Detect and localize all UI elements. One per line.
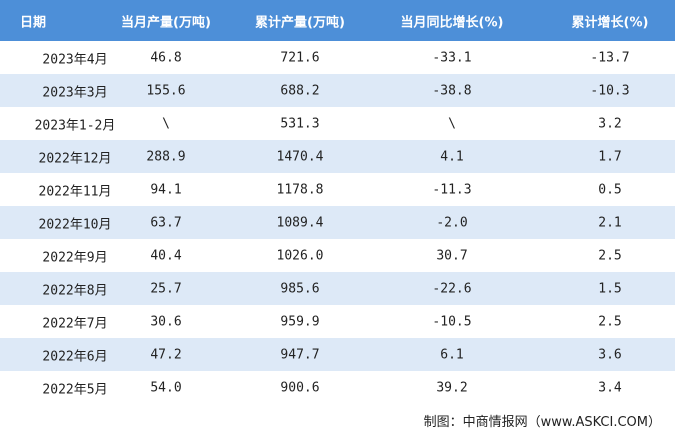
value-cell: 94.1 (150, 182, 182, 197)
table-row: 2022年9月 40.4 1026.0 30.7 2.5 (0, 239, 675, 272)
value-cell: 40.4 (150, 248, 182, 263)
value-cell: -10.5 (432, 314, 472, 329)
table-row: 2022年6月 47.2 947.7 6.1 3.6 (0, 338, 675, 371)
value-cell: 1089.4 (276, 215, 324, 230)
value-cell: 47.2 (150, 347, 182, 362)
value-cell: 2.5 (598, 314, 622, 329)
header-cell: 日期 (20, 15, 47, 30)
value-cell: -2.0 (436, 215, 468, 230)
value-cell: -13.7 (590, 50, 630, 65)
date-cell: 2023年4月 (42, 52, 108, 67)
value-cell: 30.6 (150, 314, 182, 329)
header-cell: 当月产量(万吨) (121, 15, 211, 30)
value-cell: 1.7 (598, 149, 622, 164)
table-row: 2023年1-2月 \ 531.3 \ 3.2 (0, 107, 675, 140)
value-cell: 54.0 (150, 380, 182, 395)
value-cell: 0.5 (598, 182, 622, 197)
value-cell: 688.2 (280, 83, 320, 98)
value-cell: 900.6 (280, 380, 320, 395)
table-row: 2022年12月 288.9 1470.4 4.1 1.7 (0, 140, 675, 173)
value-cell: 3.6 (598, 347, 622, 362)
value-cell: 155.6 (146, 83, 186, 98)
header-cell: 当月同比增长(%) (400, 15, 504, 30)
table-row: 2022年11月 94.1 1178.8 -11.3 0.5 (0, 173, 675, 206)
table-row: 2022年5月 54.0 900.6 39.2 3.4 (0, 371, 675, 404)
footer: 制图：中商情报网（www.ASKCI.COM） (423, 415, 661, 430)
value-cell: 2.5 (598, 248, 622, 263)
value-cell: 985.6 (280, 281, 320, 296)
date-cell: 2022年6月 (42, 349, 108, 364)
value-cell: -11.3 (432, 182, 472, 197)
value-cell: 6.1 (440, 347, 464, 362)
value-cell: 63.7 (150, 215, 182, 230)
value-cell: 3.4 (598, 380, 622, 395)
value-cell: \ (448, 116, 456, 131)
date-cell: 2022年8月 (42, 283, 108, 298)
table-row: 2022年7月 30.6 959.9 -10.5 2.5 (0, 305, 675, 338)
value-cell: 4.1 (440, 149, 464, 164)
value-cell: 3.2 (598, 116, 622, 131)
value-cell: -10.3 (590, 83, 630, 98)
value-cell: 30.7 (436, 248, 468, 263)
value-cell: 947.7 (280, 347, 320, 362)
value-cell: 2.1 (598, 215, 622, 230)
header-row: 日期 当月产量(万吨) 累计产量(万吨) 当月同比增长(%) 累计增长(%) (0, 0, 675, 41)
value-cell: -33.1 (432, 50, 472, 65)
value-cell: 959.9 (280, 314, 320, 329)
header-cell: 累计增长(%) (571, 15, 649, 30)
date-cell: 2023年1-2月 (34, 118, 116, 133)
value-cell: 1.5 (598, 281, 622, 296)
date-cell: 2022年12月 (38, 151, 112, 166)
value-cell: 288.9 (146, 149, 186, 164)
date-cell: 2022年9月 (42, 250, 108, 265)
table-row: 2023年3月 155.6 688.2 -38.8 -10.3 (0, 74, 675, 107)
date-cell: 2023年3月 (42, 85, 108, 100)
header-cell: 累计产量(万吨) (255, 15, 345, 30)
value-cell: -38.8 (432, 83, 472, 98)
value-cell: 1470.4 (276, 149, 324, 164)
value-cell: -22.6 (432, 281, 472, 296)
value-cell: 1178.8 (276, 182, 324, 197)
date-cell: 2022年10月 (38, 217, 112, 232)
table-row: 2022年10月 63.7 1089.4 -2.0 2.1 (0, 206, 675, 239)
value-cell: 25.7 (150, 281, 182, 296)
value-cell: 721.6 (280, 50, 320, 65)
table-row: 2023年4月 46.8 721.6 -33.1 -13.7 (0, 41, 675, 74)
value-cell: 46.8 (150, 50, 182, 65)
date-cell: 2022年11月 (38, 184, 112, 199)
date-cell: 2022年5月 (42, 382, 108, 397)
value-cell: 1026.0 (276, 248, 324, 263)
table-row: 2022年8月 25.7 985.6 -22.6 1.5 (0, 272, 675, 305)
value-cell: \ (162, 116, 170, 131)
value-cell: 39.2 (436, 380, 468, 395)
date-cell: 2022年7月 (42, 316, 108, 331)
value-cell: 531.3 (280, 116, 320, 131)
